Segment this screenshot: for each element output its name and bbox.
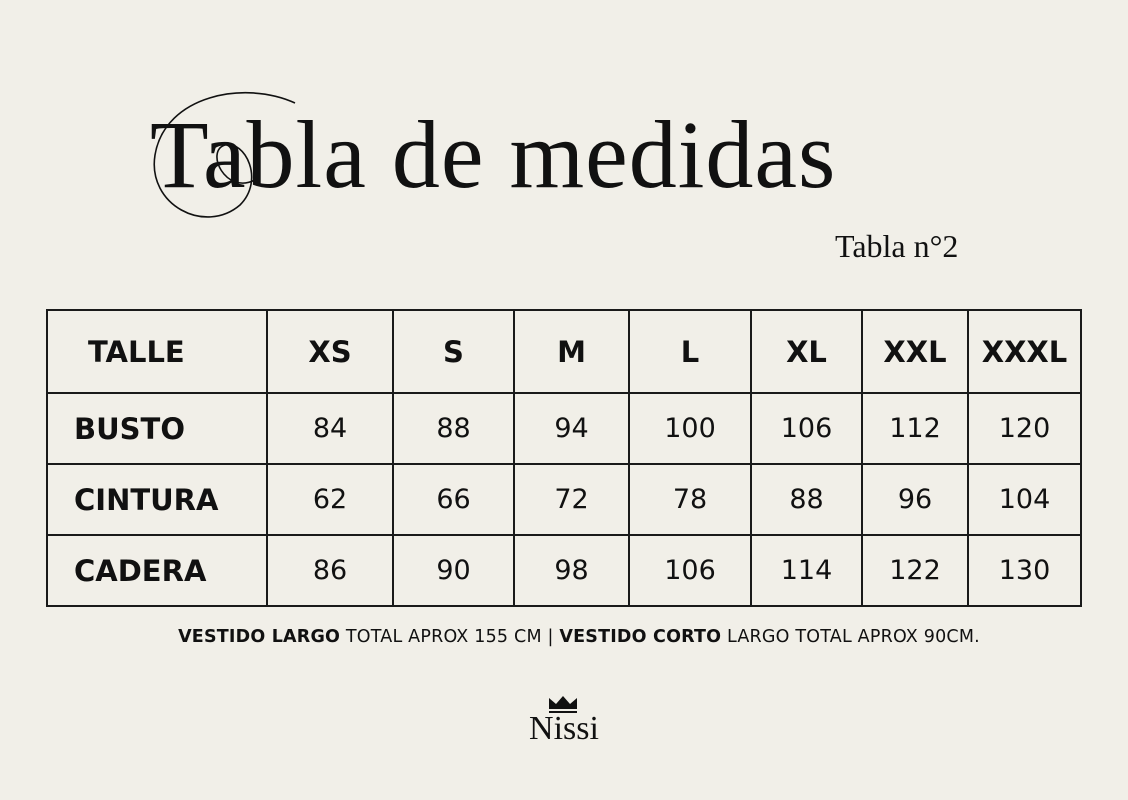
brand-name: Nissi <box>529 710 599 747</box>
cell: 130 <box>967 534 1082 607</box>
cell: 100 <box>628 392 752 465</box>
size-header: XXXL <box>967 309 1082 394</box>
size-header: XXL <box>861 309 969 394</box>
crown-icon <box>549 696 577 713</box>
header-label: TALLE <box>46 309 268 394</box>
cell: 88 <box>750 463 863 536</box>
cell: 62 <box>266 463 394 536</box>
cell: 86 <box>266 534 394 607</box>
note-text-2: LARGO TOTAL APROX 90CM. <box>721 627 980 647</box>
note-text-1: TOTAL APROX 155 CM | <box>340 627 560 647</box>
cell: 106 <box>628 534 752 607</box>
size-header: L <box>628 309 752 394</box>
cell: 114 <box>750 534 863 607</box>
table-header-row: TALLE XS S M L XL XXL XXXL <box>46 309 1082 394</box>
cell: 122 <box>861 534 969 607</box>
cell: 88 <box>392 392 515 465</box>
cell: 90 <box>392 534 515 607</box>
cell: 72 <box>513 463 630 536</box>
table-row: CINTURA 62 66 72 78 88 96 104 <box>46 463 1082 536</box>
size-header: XL <box>750 309 863 394</box>
length-note: VESTIDO LARGO TOTAL APROX 155 CM | VESTI… <box>0 627 1128 647</box>
row-label: CINTURA <box>46 463 268 536</box>
title-flourish-icon <box>153 92 296 218</box>
note-bold-2: VESTIDO CORTO <box>559 627 722 647</box>
row-label: CADERA <box>46 534 268 607</box>
cell: 94 <box>513 392 630 465</box>
size-header: XS <box>266 309 394 394</box>
size-table: TALLE XS S M L XL XXL XXXL BUSTO 84 88 9… <box>46 309 1082 607</box>
cell: 106 <box>750 392 863 465</box>
page-title: Tabla de medidas <box>150 101 837 208</box>
cell: 104 <box>967 463 1082 536</box>
page-subtitle: Tabla n°2 <box>835 228 959 264</box>
cell: 66 <box>392 463 515 536</box>
cell: 96 <box>861 463 969 536</box>
row-label: BUSTO <box>46 392 268 465</box>
brand-logo: Nissi <box>516 695 612 747</box>
note-bold-1: VESTIDO LARGO <box>178 627 341 647</box>
cell: 98 <box>513 534 630 607</box>
size-header: M <box>513 309 630 394</box>
cell: 120 <box>967 392 1082 465</box>
cell: 84 <box>266 392 394 465</box>
cell: 78 <box>628 463 752 536</box>
table-row: CADERA 86 90 98 106 114 122 130 <box>46 534 1082 607</box>
table-row: BUSTO 84 88 94 100 106 112 120 <box>46 392 1082 465</box>
cell: 112 <box>861 392 969 465</box>
size-header: S <box>392 309 515 394</box>
